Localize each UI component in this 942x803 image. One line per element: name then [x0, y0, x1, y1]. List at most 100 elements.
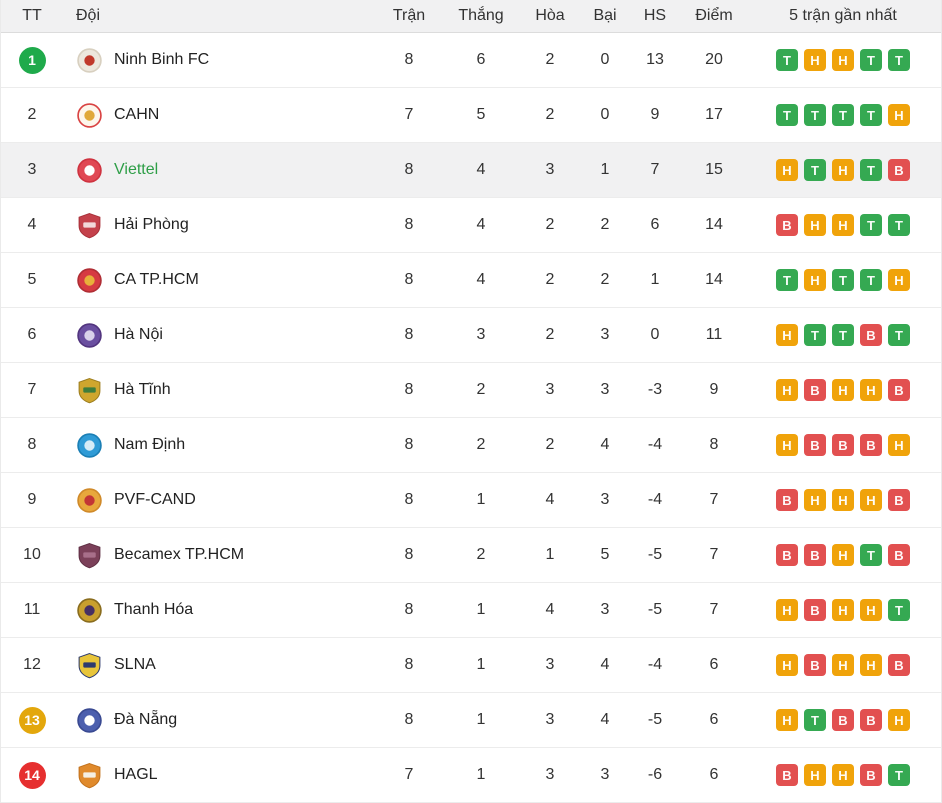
position-number: 11	[23, 601, 41, 618]
form-badge-draw: H	[888, 269, 910, 291]
form-badge-win: T	[804, 709, 826, 731]
form-badge-loss: B	[804, 599, 826, 621]
position-cell: 12	[1, 656, 63, 674]
points-value: 7	[709, 546, 719, 563]
goal-diff-value: -4	[647, 491, 663, 508]
form-badge-win: T	[888, 324, 910, 346]
form-badge-draw: H	[776, 379, 798, 401]
team-name: Viettel	[114, 161, 159, 178]
form-badge-win: T	[832, 104, 854, 126]
form-badge-win: T	[860, 269, 882, 291]
form-badge-draw: H	[860, 489, 882, 511]
form-badge-draw: H	[804, 269, 826, 291]
draws-value: 2	[545, 106, 555, 123]
position-cell: 6	[1, 326, 63, 344]
points-value: 7	[709, 491, 719, 508]
form-badge-loss: B	[888, 379, 910, 401]
team-name: Nam Định	[114, 436, 186, 453]
team-name: Hải Phòng	[114, 216, 189, 233]
wins-value: 2	[476, 436, 486, 453]
played-value: 7	[404, 106, 414, 123]
form-badge-draw: H	[804, 49, 826, 71]
form-badge-win: T	[832, 324, 854, 346]
team-name: Hà Tĩnh	[114, 381, 171, 398]
form-badge-draw: H	[860, 599, 882, 621]
losses-value: 1	[600, 161, 610, 178]
position-cell: 2	[1, 106, 63, 124]
team-name: Hà Nội	[114, 326, 163, 343]
wins-value: 1	[476, 656, 486, 673]
form-badge-loss: B	[776, 764, 798, 786]
position-number: 10	[23, 546, 41, 563]
team-logo-icon	[76, 377, 103, 404]
goal-diff-value: -4	[647, 656, 663, 673]
team-cell: Hà Nội	[63, 322, 373, 349]
team-logo-icon	[76, 47, 103, 74]
team-logo-icon	[76, 542, 103, 569]
goal-diff-value: 1	[650, 271, 660, 288]
draws-value: 2	[545, 216, 555, 233]
team-name: HAGL	[114, 766, 158, 783]
played-value: 8	[404, 381, 414, 398]
team-name: CAHN	[114, 106, 160, 123]
position-cell: 13	[1, 706, 63, 734]
position-number: 4	[27, 216, 37, 233]
form-badge-draw: H	[860, 379, 882, 401]
form-badge-draw: H	[832, 489, 854, 511]
form-badge-loss: B	[804, 434, 826, 456]
points-value: 14	[705, 216, 723, 233]
losses-value: 0	[600, 51, 610, 68]
played-value: 8	[404, 161, 414, 178]
form-badge-loss: B	[804, 544, 826, 566]
form-badge-win: T	[888, 214, 910, 236]
form-badge-draw: H	[776, 324, 798, 346]
position-number: 2	[27, 106, 37, 123]
draws-value: 2	[545, 51, 555, 68]
losses-value: 3	[600, 491, 610, 508]
team-cell: HAGL	[63, 762, 373, 789]
form-badge-draw: H	[832, 544, 854, 566]
wins-value: 2	[476, 546, 486, 563]
position-cell: 8	[1, 436, 63, 454]
form-badge-draw: H	[832, 654, 854, 676]
draws-value: 2	[545, 326, 555, 343]
losses-value: 4	[600, 436, 610, 453]
header-form: 5 trận gần nhất	[789, 7, 897, 24]
team-logo-icon	[76, 102, 103, 129]
wins-value: 1	[476, 491, 486, 508]
team-logo-icon	[76, 707, 103, 734]
losses-value: 5	[600, 546, 610, 563]
form-badge-win: T	[860, 49, 882, 71]
position-cell: 1	[1, 46, 63, 74]
team-name: Thanh Hóa	[114, 601, 194, 618]
played-value: 8	[404, 326, 414, 343]
form-badge-win: T	[888, 599, 910, 621]
goal-diff-value: 6	[650, 216, 660, 233]
team-logo-icon	[76, 212, 103, 239]
form-badge-loss: B	[888, 654, 910, 676]
draws-value: 3	[545, 161, 555, 178]
form-badge-draw: H	[776, 709, 798, 731]
form-badge-loss: B	[832, 709, 854, 731]
team-logo-icon	[76, 322, 103, 349]
wins-value: 4	[476, 271, 486, 288]
team-cell: Hải Phòng	[63, 212, 373, 239]
position-cell: 10	[1, 546, 63, 564]
form-badge-win: T	[860, 159, 882, 181]
